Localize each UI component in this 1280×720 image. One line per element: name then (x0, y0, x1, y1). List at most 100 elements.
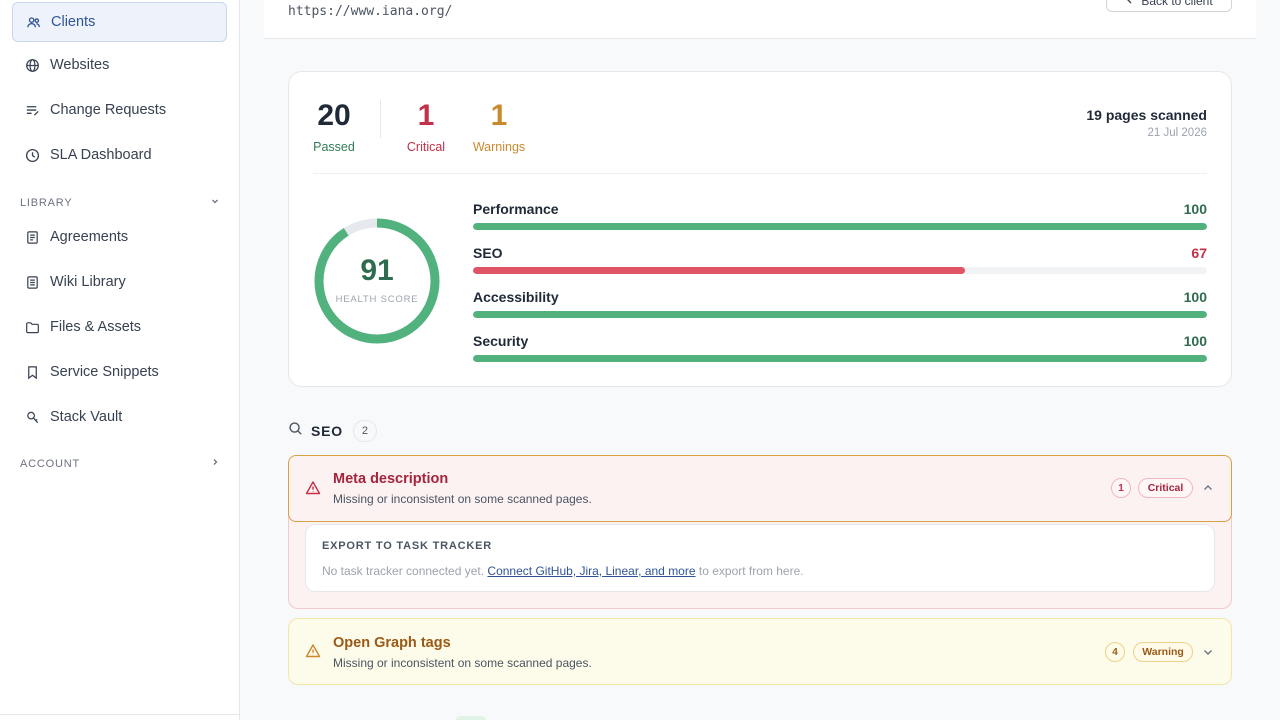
critical-count: 1 (417, 99, 435, 132)
passed-label: Passed (313, 140, 355, 154)
warning-triangle-icon (305, 643, 321, 664)
connect-integrations-link[interactable]: Connect GitHub, Jira, Linear, and more (487, 564, 696, 578)
severity-badge: Critical (1138, 478, 1193, 498)
category-accessibility: Accessibility 100 (473, 289, 1207, 318)
issue-title: Open Graph tags (333, 635, 451, 651)
account-label: ACCOUNT (20, 457, 80, 470)
sidebar-item-clients[interactable]: Clients (12, 2, 227, 42)
sidebar-item-label: Agreements (50, 229, 129, 245)
folder-icon (24, 319, 40, 335)
category-seo: SEO 67 (473, 245, 1207, 274)
sidebar-item-files-assets[interactable]: Files & Assets (12, 307, 227, 347)
passed-stat: 20 Passed (313, 99, 355, 155)
issue-count-badge: 1 (1111, 478, 1131, 498)
scan-info: 19 pages scanned 21 Jul 2026 (1086, 107, 1207, 139)
card-divider (313, 173, 1207, 174)
document-icon (24, 229, 40, 245)
scan-date: 21 Jul 2026 (1147, 127, 1207, 139)
sidebar-item-wiki-library[interactable]: Wiki Library (12, 262, 227, 302)
search-icon (288, 421, 303, 441)
category-name: Security (473, 333, 529, 349)
library-section-toggle[interactable]: LIBRARY (20, 196, 220, 209)
next-section-badge (456, 716, 486, 720)
category-score: 100 (1183, 289, 1207, 305)
issue-subtitle: Missing or inconsistent on some scanned … (333, 492, 592, 506)
issue-open-graph-header[interactable] (288, 618, 1232, 685)
key-icon (24, 409, 40, 425)
chevron-down-icon (210, 196, 220, 209)
stat-divider (380, 100, 381, 138)
chevron-down-icon[interactable] (1201, 645, 1215, 659)
sidebar-item-label: Wiki Library (50, 274, 126, 290)
clock-icon (24, 147, 40, 163)
warnings-count: 1 (490, 99, 508, 132)
category-performance: Performance 100 (473, 201, 1207, 230)
issue-subtitle: Missing or inconsistent on some scanned … (333, 656, 592, 670)
category-name: Accessibility (473, 289, 559, 305)
passed-count: 20 (317, 99, 351, 132)
account-section-toggle[interactable]: ACCOUNT (20, 457, 220, 470)
sidebar-item-label: Clients (51, 14, 96, 30)
category-name: SEO (473, 245, 503, 261)
category-bar-fill (473, 267, 965, 274)
book-icon (24, 274, 40, 290)
category-score: 67 (1191, 245, 1207, 261)
arrow-left-icon (1125, 0, 1135, 8)
warnings-label: Warnings (472, 140, 526, 154)
issue-count-badge: 4 (1105, 642, 1125, 662)
severity-badge: Warning (1133, 642, 1193, 662)
issue-meta-description-header[interactable] (288, 455, 1232, 522)
back-to-client-button[interactable]: Back to client (1106, 0, 1232, 12)
globe-icon (24, 57, 40, 73)
sidebar-item-label: Stack Vault (50, 409, 123, 425)
sidebar-item-label: SLA Dashboard (50, 147, 152, 163)
critical-stat: 1 Critical (404, 99, 448, 155)
sidebar-item-label: Service Snippets (50, 364, 159, 380)
sidebar-item-label: Websites (50, 57, 110, 73)
list-edit-icon (24, 102, 40, 118)
seo-section-header: SEO 2 (288, 420, 377, 442)
users-icon (25, 14, 41, 30)
library-label: LIBRARY (20, 196, 73, 209)
sidebar-item-service-snippets[interactable]: Service Snippets (12, 352, 227, 392)
category-bar-fill (473, 223, 1207, 230)
category-track (473, 311, 1207, 318)
seo-section-title: SEO (311, 423, 343, 439)
sidebar: Clients Websites Change Requests SLA Das… (0, 0, 240, 720)
sidebar-item-label: Files & Assets (50, 319, 142, 335)
export-panel (305, 524, 1215, 592)
category-security: Security 100 (473, 333, 1207, 362)
warnings-stat: 1 Warnings (471, 99, 527, 155)
health-score-gauge (314, 218, 440, 344)
sidebar-item-change-requests[interactable]: Change Requests (12, 90, 227, 130)
category-track (473, 223, 1207, 230)
sidebar-item-label: Change Requests (50, 102, 167, 118)
sidebar-item-agreements[interactable]: Agreements (12, 217, 227, 257)
chevron-up-icon[interactable] (1201, 481, 1215, 495)
sidebar-item-stack-vault[interactable]: Stack Vault (12, 397, 227, 437)
back-button-label: Back to client (1141, 0, 1213, 8)
export-text: No task tracker connected yet. Connect G… (322, 564, 804, 578)
category-score: 100 (1183, 333, 1207, 349)
category-track (473, 355, 1207, 362)
site-url: https://www.iana.org/ (288, 4, 453, 19)
export-text-after: to export from here. (698, 564, 804, 578)
health-score-value: 91 (360, 254, 394, 287)
category-name: Performance (473, 201, 559, 217)
page-header (264, 0, 1256, 39)
seo-issue-count: 2 (352, 420, 377, 442)
sidebar-item-sla-dashboard[interactable]: SLA Dashboard (12, 135, 227, 175)
export-title: EXPORT TO TASK TRACKER (322, 540, 492, 552)
health-score-label: HEALTH SCORE (335, 294, 419, 305)
category-track (473, 267, 1207, 274)
bookmark-icon (24, 364, 40, 380)
category-bar-fill (473, 355, 1207, 362)
export-text-before: No task tracker connected yet. (322, 564, 485, 578)
sidebar-divider (0, 714, 240, 715)
pages-scanned: 19 pages scanned (1086, 107, 1207, 123)
sidebar-item-websites[interactable]: Websites (12, 45, 227, 85)
issue-title: Meta description (333, 471, 449, 487)
chevron-right-icon (210, 457, 220, 470)
alert-triangle-icon (305, 480, 321, 501)
critical-label: Critical (406, 140, 446, 154)
